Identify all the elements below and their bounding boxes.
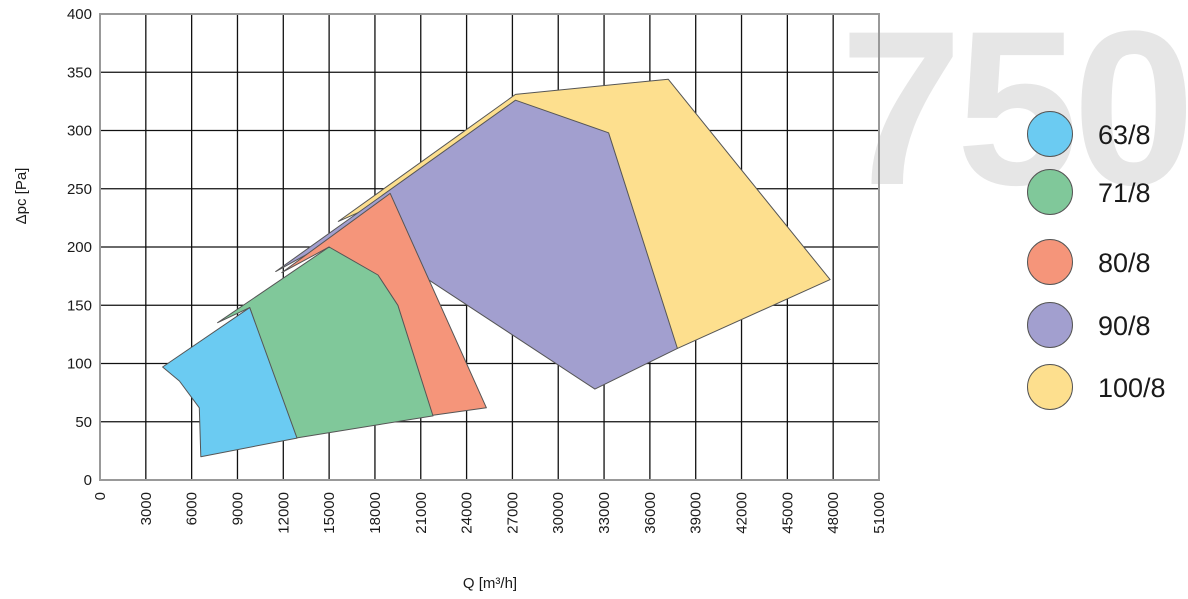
- x-tick-label: 30000: [550, 492, 567, 534]
- legend: 63/8 71/8 80/8 90/8 100/8: [1027, 111, 1166, 410]
- y-tick-label: 0: [84, 472, 92, 489]
- x-tick-label: 24000: [459, 492, 476, 534]
- series-areas: [162, 78, 831, 458]
- x-tick-label: 45000: [779, 492, 796, 534]
- x-tick-label: 12000: [275, 492, 292, 534]
- y-tick-label: 150: [67, 297, 92, 314]
- x-tick-label: 42000: [734, 492, 751, 534]
- y-tick-labels: 0 50 100 150 200 250 300 350 400: [67, 6, 92, 489]
- y-tick-label: 350: [67, 64, 92, 81]
- legend-swatch-71-8: [1027, 169, 1073, 215]
- area-63-8: [162, 307, 298, 458]
- x-tick-label: 21000: [413, 492, 430, 534]
- plot-frame: [99, 13, 880, 481]
- x-tick-label: 9000: [229, 492, 246, 525]
- y-tick-label: 100: [67, 356, 92, 373]
- y-axis-label: Δpc [Pa]: [13, 168, 30, 225]
- x-tick-label: 36000: [642, 492, 659, 534]
- legend-label-90-8: 90/8: [1098, 311, 1151, 341]
- x-tick-label: 18000: [367, 492, 384, 534]
- x-tick-label: 39000: [688, 492, 705, 534]
- watermark-text: 750: [840, 0, 1188, 231]
- legend-swatch-100-8: [1027, 364, 1073, 410]
- x-tick-label: 6000: [184, 492, 201, 525]
- y-tick-label: 300: [67, 123, 92, 140]
- x-tick-label: 0: [92, 492, 109, 500]
- y-tick-label: 400: [67, 6, 92, 23]
- legend-label-100-8: 100/8: [1098, 373, 1166, 403]
- legend-label-71-8: 71/8: [1098, 178, 1151, 208]
- y-tick-label: 250: [67, 181, 92, 198]
- legend-label-80-8: 80/8: [1098, 248, 1151, 278]
- legend-swatch-90-8: [1027, 302, 1073, 348]
- x-tick-label: 33000: [596, 492, 613, 534]
- x-tick-labels: 0 3000 6000 9000 12000 15000 18000 21000 24000 27…: [92, 492, 888, 534]
- y-tick-label: 200: [67, 239, 92, 256]
- legend-swatch-80-8: [1027, 239, 1073, 285]
- x-tick-label: 27000: [504, 492, 521, 534]
- x-tick-label: 51000: [871, 492, 888, 534]
- x-tick-label: 48000: [825, 492, 842, 534]
- x-tick-label: 3000: [138, 492, 155, 525]
- x-tick-label: 15000: [321, 492, 338, 534]
- legend-swatch-63-8: [1027, 111, 1073, 157]
- x-axis-label: Q [m³/h]: [463, 575, 517, 592]
- y-tick-label: 50: [75, 414, 92, 431]
- legend-label-63-8: 63/8: [1098, 120, 1151, 150]
